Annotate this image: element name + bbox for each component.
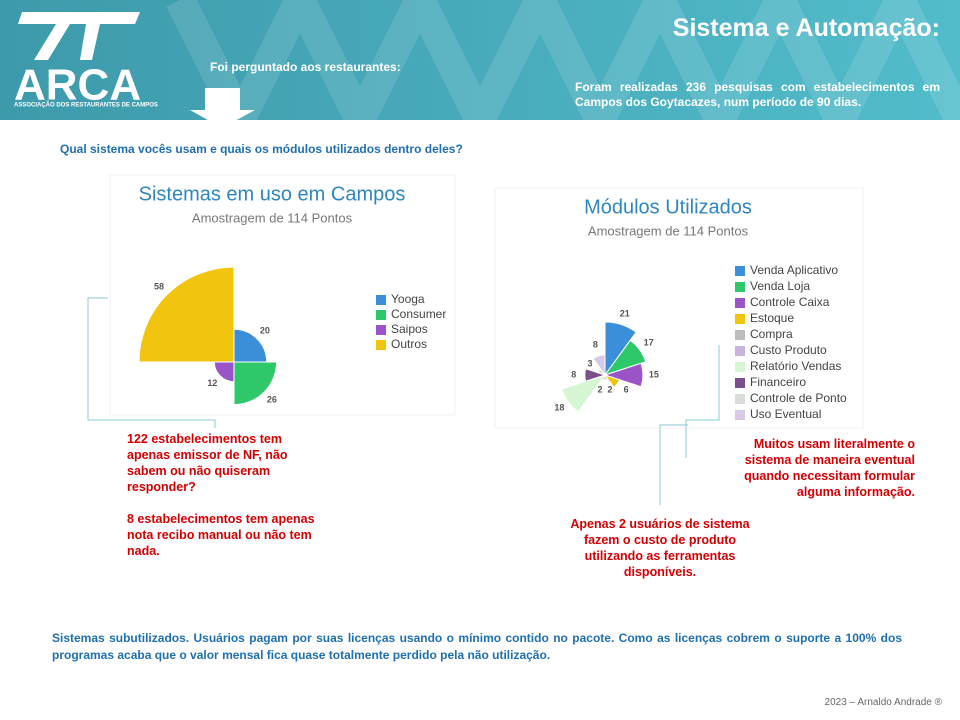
info: Foram realizadas 236 pesquisas com estab… <box>575 80 940 109</box>
legend-swatch <box>376 340 386 350</box>
data-label: 21 <box>620 309 630 319</box>
wedge <box>561 374 607 413</box>
wedge <box>213 361 235 383</box>
wedge <box>584 368 607 382</box>
data-label: 8 <box>571 369 576 379</box>
legend-label: Venda Loja <box>750 279 810 293</box>
legend-swatch <box>735 266 745 276</box>
chart-subtitle: Amostragem de 114 Pontos <box>192 210 353 225</box>
data-label: 6 <box>624 385 629 395</box>
data-label: 58 <box>154 281 164 291</box>
wedge <box>138 266 235 363</box>
chart-title: Sistemas em uso em Campos <box>139 183 406 205</box>
legend-swatch <box>735 330 745 340</box>
legend-label: Relatório Vendas <box>750 359 841 373</box>
data-label: 18 <box>554 403 564 413</box>
data-label: 26 <box>267 394 277 404</box>
summary: Sistemas subutilizados. Usuários pagam p… <box>52 631 902 662</box>
legend-label: Venda Aplicativo <box>750 263 838 277</box>
note: 122 estabelecimentos tem apenas emissor … <box>127 432 288 494</box>
legend-label: Uso Eventual <box>750 407 821 421</box>
question: Qual sistema vocês usam e quais os módul… <box>60 142 463 156</box>
note: Muitos usam literalmente o sistema de ma… <box>744 437 915 499</box>
footer: 2023 – Arnaldo Andrade ® <box>824 697 942 708</box>
slide-title: Sistema e Automação: <box>672 14 940 42</box>
wedge <box>233 328 268 363</box>
note: Apenas 2 usuários de sistema fazem o cus… <box>570 517 750 579</box>
legend-label: Yooga <box>391 292 425 306</box>
data-label: 2 <box>598 385 603 395</box>
data-label: 3 <box>587 358 592 368</box>
data-label: 15 <box>649 369 659 379</box>
wedge <box>603 362 644 388</box>
connectors <box>87 297 720 505</box>
data-label: 8 <box>593 340 598 350</box>
logo-text: ARCA <box>14 61 141 110</box>
wedge <box>592 354 606 377</box>
legend-swatch <box>735 394 745 404</box>
legend-label: Consumer <box>391 307 446 321</box>
legend-label: Financeiro <box>750 375 806 389</box>
data-label: 20 <box>260 325 270 335</box>
wedge <box>233 361 278 406</box>
wedge <box>603 374 621 388</box>
chart-subtitle: Amostragem de 114 Pontos <box>588 223 749 238</box>
logo-mark <box>18 12 140 60</box>
legend-swatch <box>735 410 745 420</box>
chart-panel <box>494 187 864 429</box>
legend-swatch <box>735 362 745 372</box>
legend-swatch <box>376 325 386 335</box>
arrow-down <box>190 88 255 128</box>
wedge <box>603 339 647 376</box>
data-label: 2 <box>607 385 612 395</box>
chart-title: Módulos Utilizados <box>584 196 752 218</box>
legend-label: Custo Produto <box>750 343 827 357</box>
note: 8 estabelecimentos tem apenas nota recib… <box>127 512 315 558</box>
data-label: 12 <box>207 378 217 388</box>
legend-swatch <box>376 310 386 320</box>
header-band <box>0 0 960 120</box>
legend-label: Controle de Ponto <box>750 391 847 405</box>
legend-swatch <box>735 314 745 324</box>
logo-subtitle: ASSOCIAÇÃO DOS RESTAURANTES DE CAMPOS <box>14 102 158 109</box>
legend-swatch <box>735 298 745 308</box>
legend-swatch <box>735 346 745 356</box>
legend-label: Estoque <box>750 311 794 325</box>
legend-label: Compra <box>750 327 793 341</box>
prompt: Foi perguntado aos restaurantes: <box>210 60 401 74</box>
data-label: 17 <box>644 338 654 348</box>
legend-label: Outros <box>391 337 427 351</box>
legend-swatch <box>735 378 745 388</box>
legend-swatch <box>735 282 745 292</box>
header-pattern <box>166 0 960 154</box>
legend-label: Controle Caixa <box>750 295 830 309</box>
legend-label: Saipos <box>391 322 428 336</box>
wedge <box>604 321 637 377</box>
legend-swatch <box>376 295 386 305</box>
